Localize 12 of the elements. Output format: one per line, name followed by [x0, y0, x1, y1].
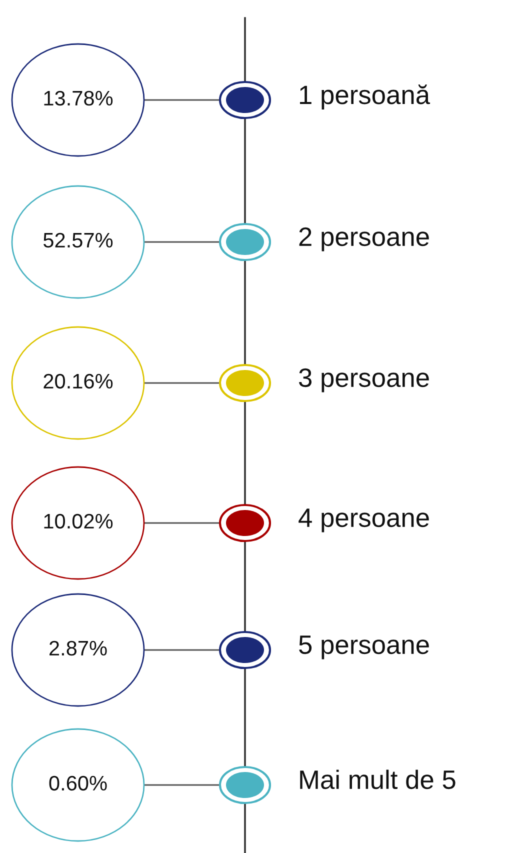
data-label: 10.02% — [44, 514, 113, 529]
category-label: 1 persoană — [300, 84, 430, 110]
data-label: 0.60% — [49, 776, 107, 791]
category-label: 3 persoane — [299, 368, 429, 392]
data-label: 13.78% — [44, 90, 113, 106]
data-label: 2.87% — [50, 640, 107, 656]
data-label: 20.16% — [44, 374, 113, 389]
category-label: Mai mult de 5 — [300, 770, 456, 790]
data-label: 52.57% — [44, 232, 113, 248]
category-label: 2 persoane — [299, 227, 429, 252]
category-label: 4 persoane — [298, 508, 429, 532]
category-label: 5 persoane — [299, 636, 429, 660]
